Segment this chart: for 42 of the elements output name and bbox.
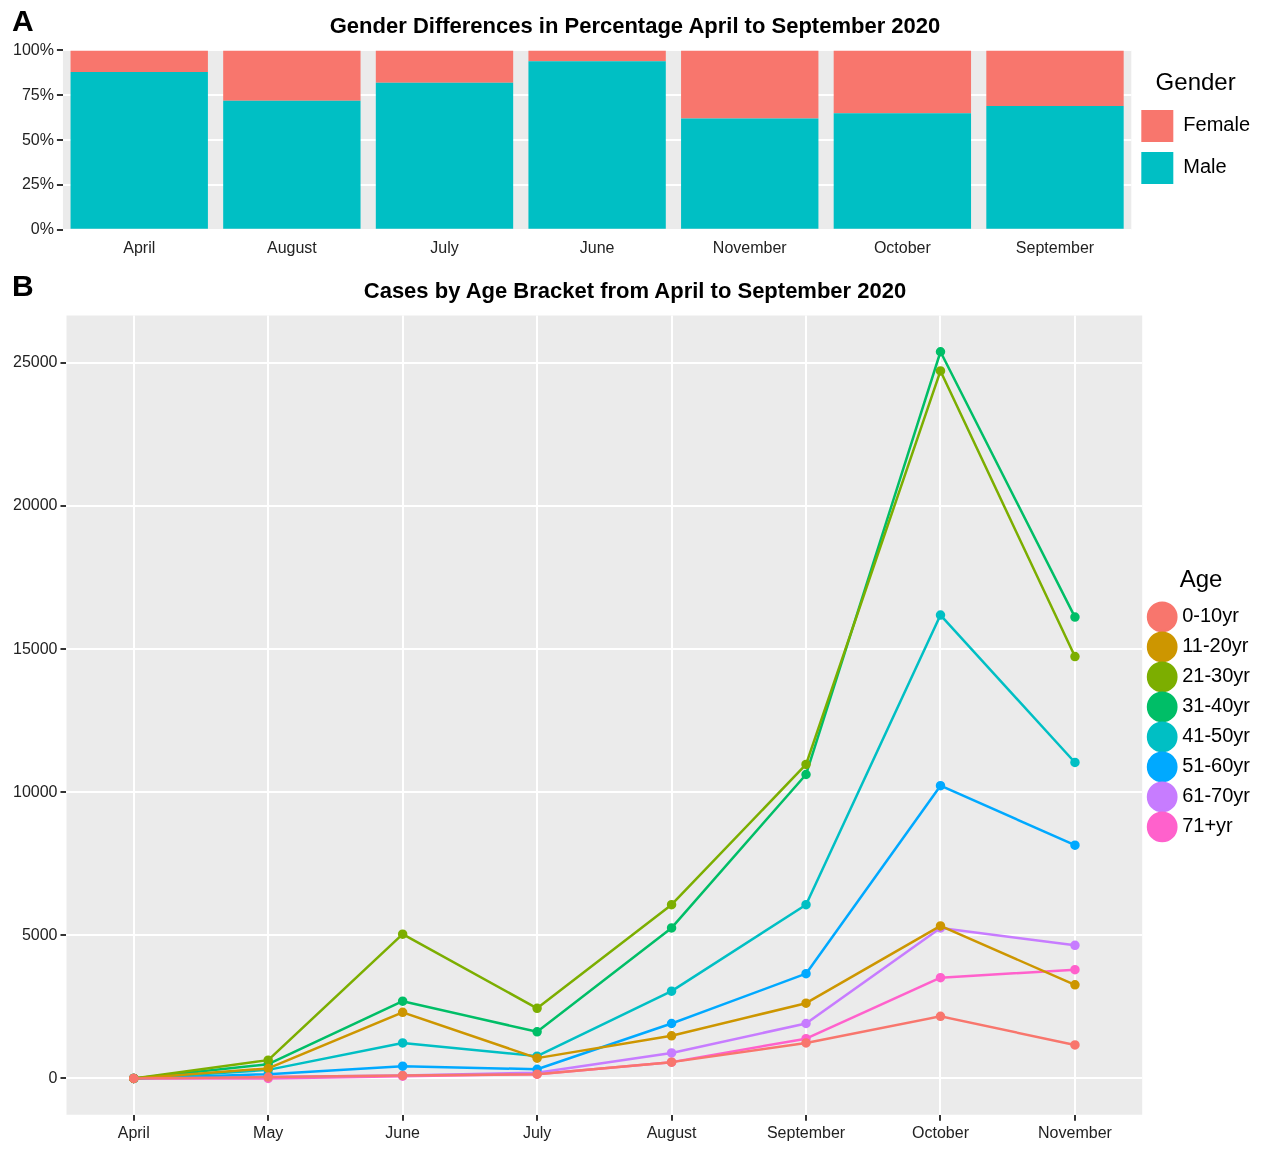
y-tick-label: 50% bbox=[21, 130, 54, 148]
y-tick-label: 20000 bbox=[12, 496, 58, 514]
x-tick-label: June bbox=[385, 1123, 421, 1141]
legend-title: Age bbox=[1179, 564, 1223, 592]
x-tick-label: November bbox=[712, 238, 788, 256]
legend-label: Female bbox=[1183, 113, 1251, 136]
legend-label: 51-60yr bbox=[1182, 754, 1251, 777]
x-tick-label: April bbox=[117, 1123, 150, 1141]
x-tick-label: September bbox=[766, 1123, 846, 1141]
y-tick-label: 25000 bbox=[12, 353, 58, 371]
x-tick-label: April bbox=[123, 238, 156, 256]
x-tick-label: September bbox=[1015, 238, 1095, 256]
x-tick-label: July bbox=[522, 1123, 552, 1141]
y-tick-label: 0 bbox=[48, 1068, 58, 1086]
x-tick-label: August bbox=[266, 238, 318, 256]
y-tick-label: 100% bbox=[13, 40, 54, 58]
legend-label: 71+yr bbox=[1182, 814, 1234, 837]
legend-label: 0-10yr bbox=[1182, 604, 1240, 627]
legend-label: 11-20yr bbox=[1182, 634, 1249, 657]
y-tick-label: 5000 bbox=[21, 925, 58, 943]
y-tick-label: 0% bbox=[30, 220, 54, 238]
legend-label: Male bbox=[1183, 155, 1227, 178]
text: B bbox=[12, 269, 34, 303]
x-tick-label: August bbox=[646, 1123, 698, 1141]
x-tick-label: October bbox=[912, 1123, 970, 1141]
x-tick-label: June bbox=[579, 238, 615, 256]
legend-label: 41-50yr bbox=[1182, 724, 1251, 747]
legend-title: Gender bbox=[1155, 67, 1236, 95]
chart-title: Cases by Age Bracket from April to September 2020 bbox=[363, 278, 907, 304]
text: A bbox=[12, 4, 34, 38]
chart-title: Gender Differences in Percentage April to September 2020 bbox=[329, 13, 941, 39]
x-tick-label: October bbox=[873, 238, 932, 256]
y-tick-label: 15000 bbox=[12, 639, 58, 657]
legend-label: 21-30yr bbox=[1182, 664, 1251, 687]
x-tick-label: May bbox=[253, 1123, 284, 1141]
legend-label: 61-70yr bbox=[1182, 784, 1251, 807]
y-tick-label: 25% bbox=[21, 175, 54, 193]
y-tick-label: 75% bbox=[21, 85, 54, 103]
y-tick-label: 10000 bbox=[12, 782, 58, 800]
legend-label: 31-40yr bbox=[1182, 694, 1251, 717]
x-tick-label: July bbox=[430, 238, 459, 256]
x-tick-label: November bbox=[1038, 1123, 1113, 1141]
